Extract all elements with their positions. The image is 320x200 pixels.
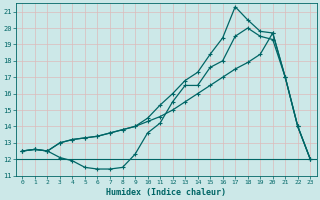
X-axis label: Humidex (Indice chaleur): Humidex (Indice chaleur) [106,188,226,197]
